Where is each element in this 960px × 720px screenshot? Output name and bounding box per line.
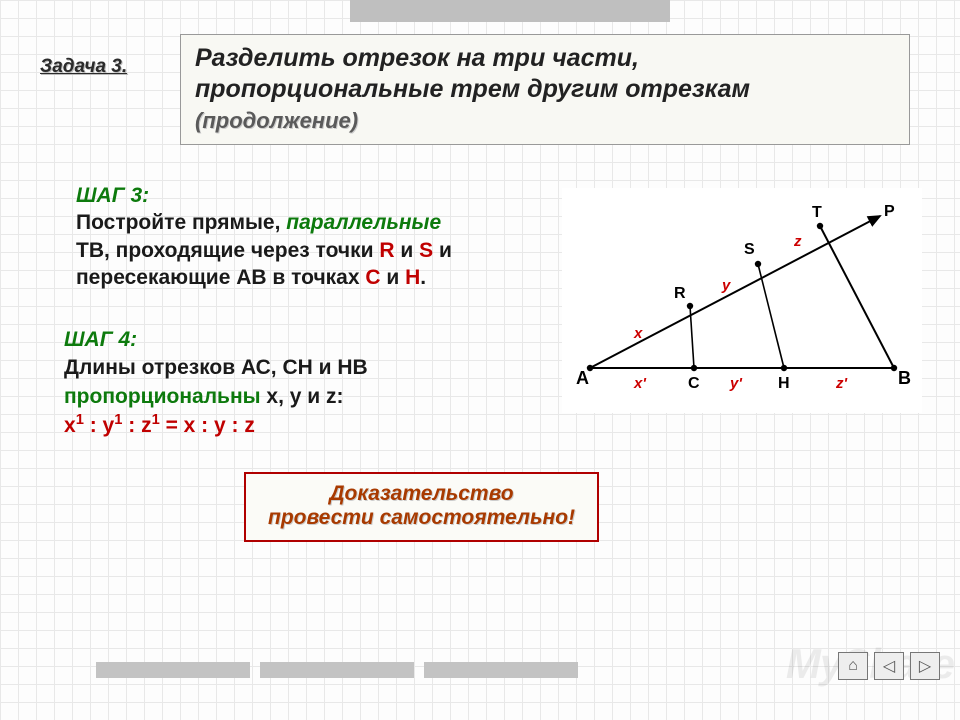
svg-text:A: A bbox=[576, 368, 589, 388]
svg-text:z: z bbox=[793, 233, 802, 250]
proof-line1: Доказательство bbox=[268, 482, 575, 506]
top-gray-bar bbox=[350, 0, 670, 22]
svg-text:R: R bbox=[674, 285, 686, 302]
proof-line2: провести самостоятельно! bbox=[268, 506, 575, 530]
svg-text:B: B bbox=[898, 368, 911, 388]
svg-text:T: T bbox=[812, 204, 822, 221]
svg-text:H: H bbox=[778, 375, 790, 392]
step3-text-6: . bbox=[420, 266, 426, 289]
svg-text:C: C bbox=[688, 375, 700, 392]
svg-text:y': y' bbox=[729, 375, 742, 392]
proof-box: Доказательство провести самостоятельно! bbox=[244, 472, 599, 542]
home-button[interactable]: ⌂ bbox=[838, 652, 868, 680]
step3-text-2: ТВ, проходящие через точки bbox=[76, 239, 379, 262]
svg-text:S: S bbox=[744, 241, 755, 258]
title-line2: пропорциональные трем другим отрезкам bbox=[195, 74, 895, 105]
prev-button[interactable]: ◁ bbox=[874, 652, 904, 680]
step3-text-5: и bbox=[381, 266, 406, 289]
geometry-diagram: A B C H R S T P x y z x' y' z' bbox=[562, 188, 922, 413]
step4-head: ШАГ 4: bbox=[64, 328, 137, 351]
step3-text-3: и bbox=[395, 239, 420, 262]
step4-ratio: x1 : y1 : z1 = х : у : z bbox=[64, 414, 255, 437]
step4-line1: Длины отрезков АС, СН и НВ bbox=[64, 356, 368, 379]
bottom-bar-2 bbox=[260, 662, 414, 678]
step3-head: ШАГ 3: bbox=[76, 184, 149, 207]
svg-text:z': z' bbox=[835, 375, 848, 392]
step3-R: R bbox=[379, 239, 394, 262]
svg-text:x: x bbox=[633, 325, 643, 342]
step-3-block: ШАГ 3: Постройте прямые, параллельные ТВ… bbox=[76, 182, 536, 291]
title-line1: Разделить отрезок на три части, bbox=[195, 43, 895, 74]
bottom-bar-1 bbox=[96, 662, 250, 678]
svg-text:P: P bbox=[884, 203, 895, 220]
step4-prop: пропорциональны bbox=[64, 385, 261, 408]
step3-text-1: Постройте прямые, bbox=[76, 211, 286, 234]
step-4-block: ШАГ 4: Длины отрезков АС, СН и НВ пропор… bbox=[64, 326, 544, 440]
step3-H: Н bbox=[405, 266, 420, 289]
task-label: Задача 3. bbox=[40, 56, 127, 78]
step4-xyz: х, у и z: bbox=[261, 385, 344, 408]
step3-C: С bbox=[365, 266, 380, 289]
bottom-bars bbox=[96, 662, 578, 678]
next-button[interactable]: ▷ bbox=[910, 652, 940, 680]
title-continuation: (продолжение) bbox=[195, 108, 895, 134]
step3-S: S bbox=[419, 239, 433, 262]
nav-controls: ⌂ ◁ ▷ bbox=[838, 652, 940, 680]
svg-text:x': x' bbox=[633, 375, 646, 392]
svg-text:y: y bbox=[721, 277, 731, 294]
title-box: Разделить отрезок на три части, пропорци… bbox=[180, 34, 910, 145]
bottom-bar-3 bbox=[424, 662, 578, 678]
step3-parallel: параллельные bbox=[286, 211, 441, 234]
